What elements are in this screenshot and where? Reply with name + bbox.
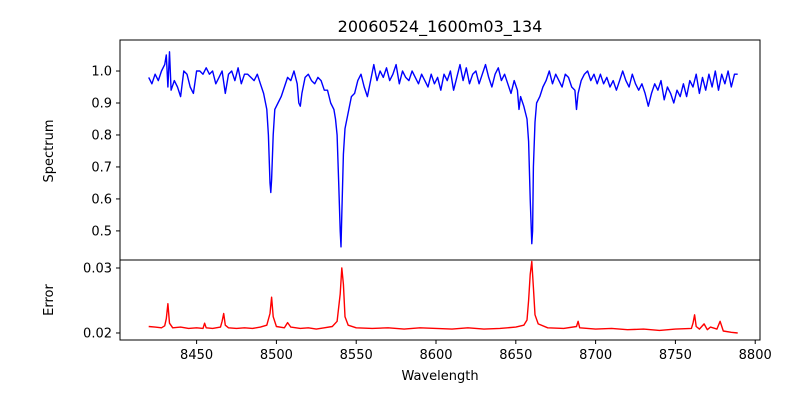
- x-tick-label: 8550: [340, 348, 373, 363]
- x-tick-label: 8600: [419, 348, 452, 363]
- y-tick-label: 0.03: [83, 261, 112, 276]
- y-axis-label-error: Error: [42, 284, 57, 316]
- axes-frame: [119, 259, 761, 341]
- chart-title: 20060524_1600m03_134: [338, 17, 543, 37]
- y-tick-label: 0.9: [91, 96, 112, 111]
- y-tick-label: 0.6: [91, 192, 112, 207]
- y-tick-label: 0.7: [91, 160, 112, 175]
- y-tick-label: 0.02: [83, 326, 112, 341]
- spectrum-line: [148, 51, 738, 248]
- x-tick-label: 8750: [659, 348, 692, 363]
- y-axis-label-spectrum: Spectrum: [42, 120, 57, 183]
- error-axes: 0.02 0.03 8450 8500 8550 8600 8650 8700 8750 8800: [83, 259, 772, 363]
- y-tick-label: 1.0: [91, 65, 112, 80]
- y-tick-label: 0.8: [91, 128, 112, 143]
- x-tick-label: 8500: [260, 348, 293, 363]
- error-line: [148, 260, 738, 334]
- axes-frame: [119, 39, 761, 261]
- spectrum-axes: 0.5 0.6 0.7 0.8 0.9 1.0: [91, 39, 761, 261]
- x-tick-label: 8700: [579, 348, 612, 363]
- x-axis-label: Wavelength: [401, 369, 478, 384]
- x-tick-label: 8650: [499, 348, 532, 363]
- y-tick-label: 0.5: [91, 224, 112, 239]
- x-tick-label: 8800: [739, 348, 772, 363]
- x-tick-label: 8450: [180, 348, 213, 363]
